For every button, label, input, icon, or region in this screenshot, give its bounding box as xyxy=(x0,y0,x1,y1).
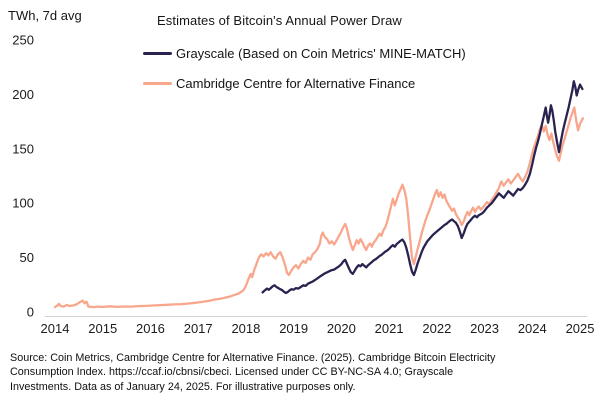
x-tick-label: 2019 xyxy=(279,321,308,336)
y-tick-label: 200 xyxy=(12,87,34,102)
chart-canvas: 0 50 100 150 200 250 2014 2015 2016 2017 2018 2019 2… xyxy=(12,33,594,337)
source-note: Source: Coin Metrics, Cambridge Centre f… xyxy=(10,351,495,394)
source-note-line: Source: Coin Metrics, Cambridge Centre f… xyxy=(10,352,496,364)
source-note-line: Consumption Index. https://ccaf.io/cbnsi… xyxy=(10,366,454,379)
y-tick-label: 50 xyxy=(20,250,34,265)
legend-item-cambridge: Cambridge Centre for Alternative Finance xyxy=(143,76,415,91)
y-tick-label: 250 xyxy=(12,33,34,48)
power-draw-chart: 0 50 100 150 200 250 2014 2015 2016 2017 2018 2019 2… xyxy=(12,33,594,337)
y-tick-label: 100 xyxy=(12,196,34,211)
chart-title: Estimates of Bitcoin's Annual Power Draw xyxy=(157,13,402,28)
x-tick-label: 2016 xyxy=(136,321,165,336)
legend-item-grayscale: Grayscale (Based on Coin Metrics' MINE-M… xyxy=(143,46,466,61)
cambridge-line-swatch xyxy=(143,82,172,85)
x-tick-label: 2014 xyxy=(41,321,70,336)
x-tick-label: 2018 xyxy=(231,321,260,336)
x-tick-label: 2017 xyxy=(184,321,213,336)
x-tick-label: 2021 xyxy=(375,321,404,336)
legend-label-cambridge: Cambridge Centre for Alternative Finance xyxy=(176,76,416,91)
x-tick-label: 2015 xyxy=(88,321,117,336)
grayscale-line xyxy=(261,80,584,295)
grayscale-line-swatch xyxy=(143,52,172,55)
cambridge-line xyxy=(53,106,585,309)
source-note-line: Investments. Data as of January 24, 2025… xyxy=(10,380,356,393)
x-tick-label: 2023 xyxy=(470,321,499,336)
x-tick-label: 2020 xyxy=(327,321,356,336)
x-tick-label: 2024 xyxy=(518,321,547,336)
y-tick-label: 150 xyxy=(12,141,34,156)
y-tick-label: 0 xyxy=(27,305,34,320)
x-tick-label: 2025 xyxy=(566,321,595,336)
y-axis-unit-label: TWh, 7d avg xyxy=(8,8,82,23)
legend-label-grayscale: Grayscale (Based on Coin Metrics' MINE-M… xyxy=(176,46,466,61)
x-tick-label: 2022 xyxy=(422,321,451,336)
